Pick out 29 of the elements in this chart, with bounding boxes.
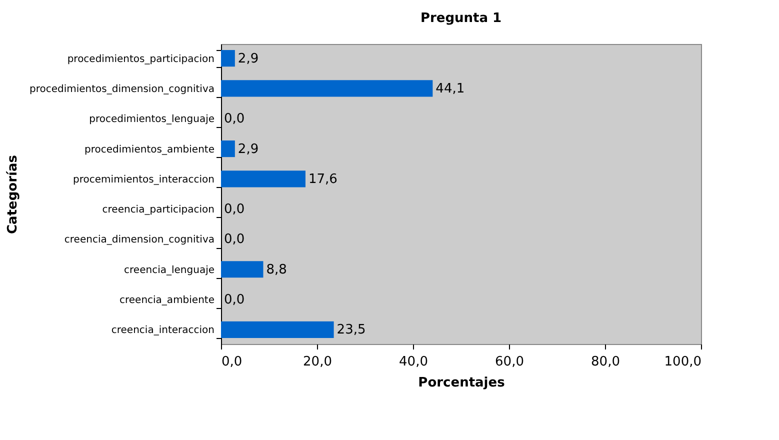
data-label: 0,0 [224, 292, 245, 308]
data-label: 0,0 [224, 202, 245, 218]
y-tick-label: procedimientos_ambiente [84, 144, 214, 156]
data-label: 0,0 [224, 232, 245, 248]
data-label: 44,1 [436, 81, 465, 96]
x-tick-label: 80,0 [591, 354, 620, 370]
y-tick-label: procemimientos_interaccion [73, 174, 214, 186]
x-tick-label: 60,0 [495, 354, 524, 370]
x-tick-label: 20,0 [303, 354, 332, 370]
y-tick-label: procedimientos_lenguaje [89, 114, 214, 126]
data-label: 2,9 [238, 142, 259, 157]
x-axis-title: Porcentajes [418, 376, 506, 390]
y-tick-label: procedimientos_dimension_cognitiva [29, 84, 214, 95]
y-tick-label: creencia_interaccion [111, 325, 214, 336]
y-tick-label: creencia_ambiente [120, 295, 214, 306]
chart-title: Pregunta 1 [420, 11, 502, 26]
x-tick-label: 100,0 [664, 354, 702, 370]
y-tick-label: creencia_lenguaje [124, 264, 214, 276]
y-tick-label: creencia_dimension_cognitiva [64, 234, 214, 246]
x-tick-label: 0,0 [222, 354, 242, 370]
data-label: 17,6 [308, 172, 338, 187]
y-axis-title: Categorías [5, 154, 20, 234]
y-tick-label: creencia_participacion [102, 204, 214, 216]
data-label: 8,8 [266, 262, 287, 278]
x-tick-label: 40,0 [399, 354, 428, 370]
data-label: 2,9 [238, 51, 259, 66]
data-label: 0,0 [224, 112, 245, 127]
y-tick-label: procedimientos_participacion [67, 54, 214, 65]
data-label: 23,5 [336, 322, 366, 338]
